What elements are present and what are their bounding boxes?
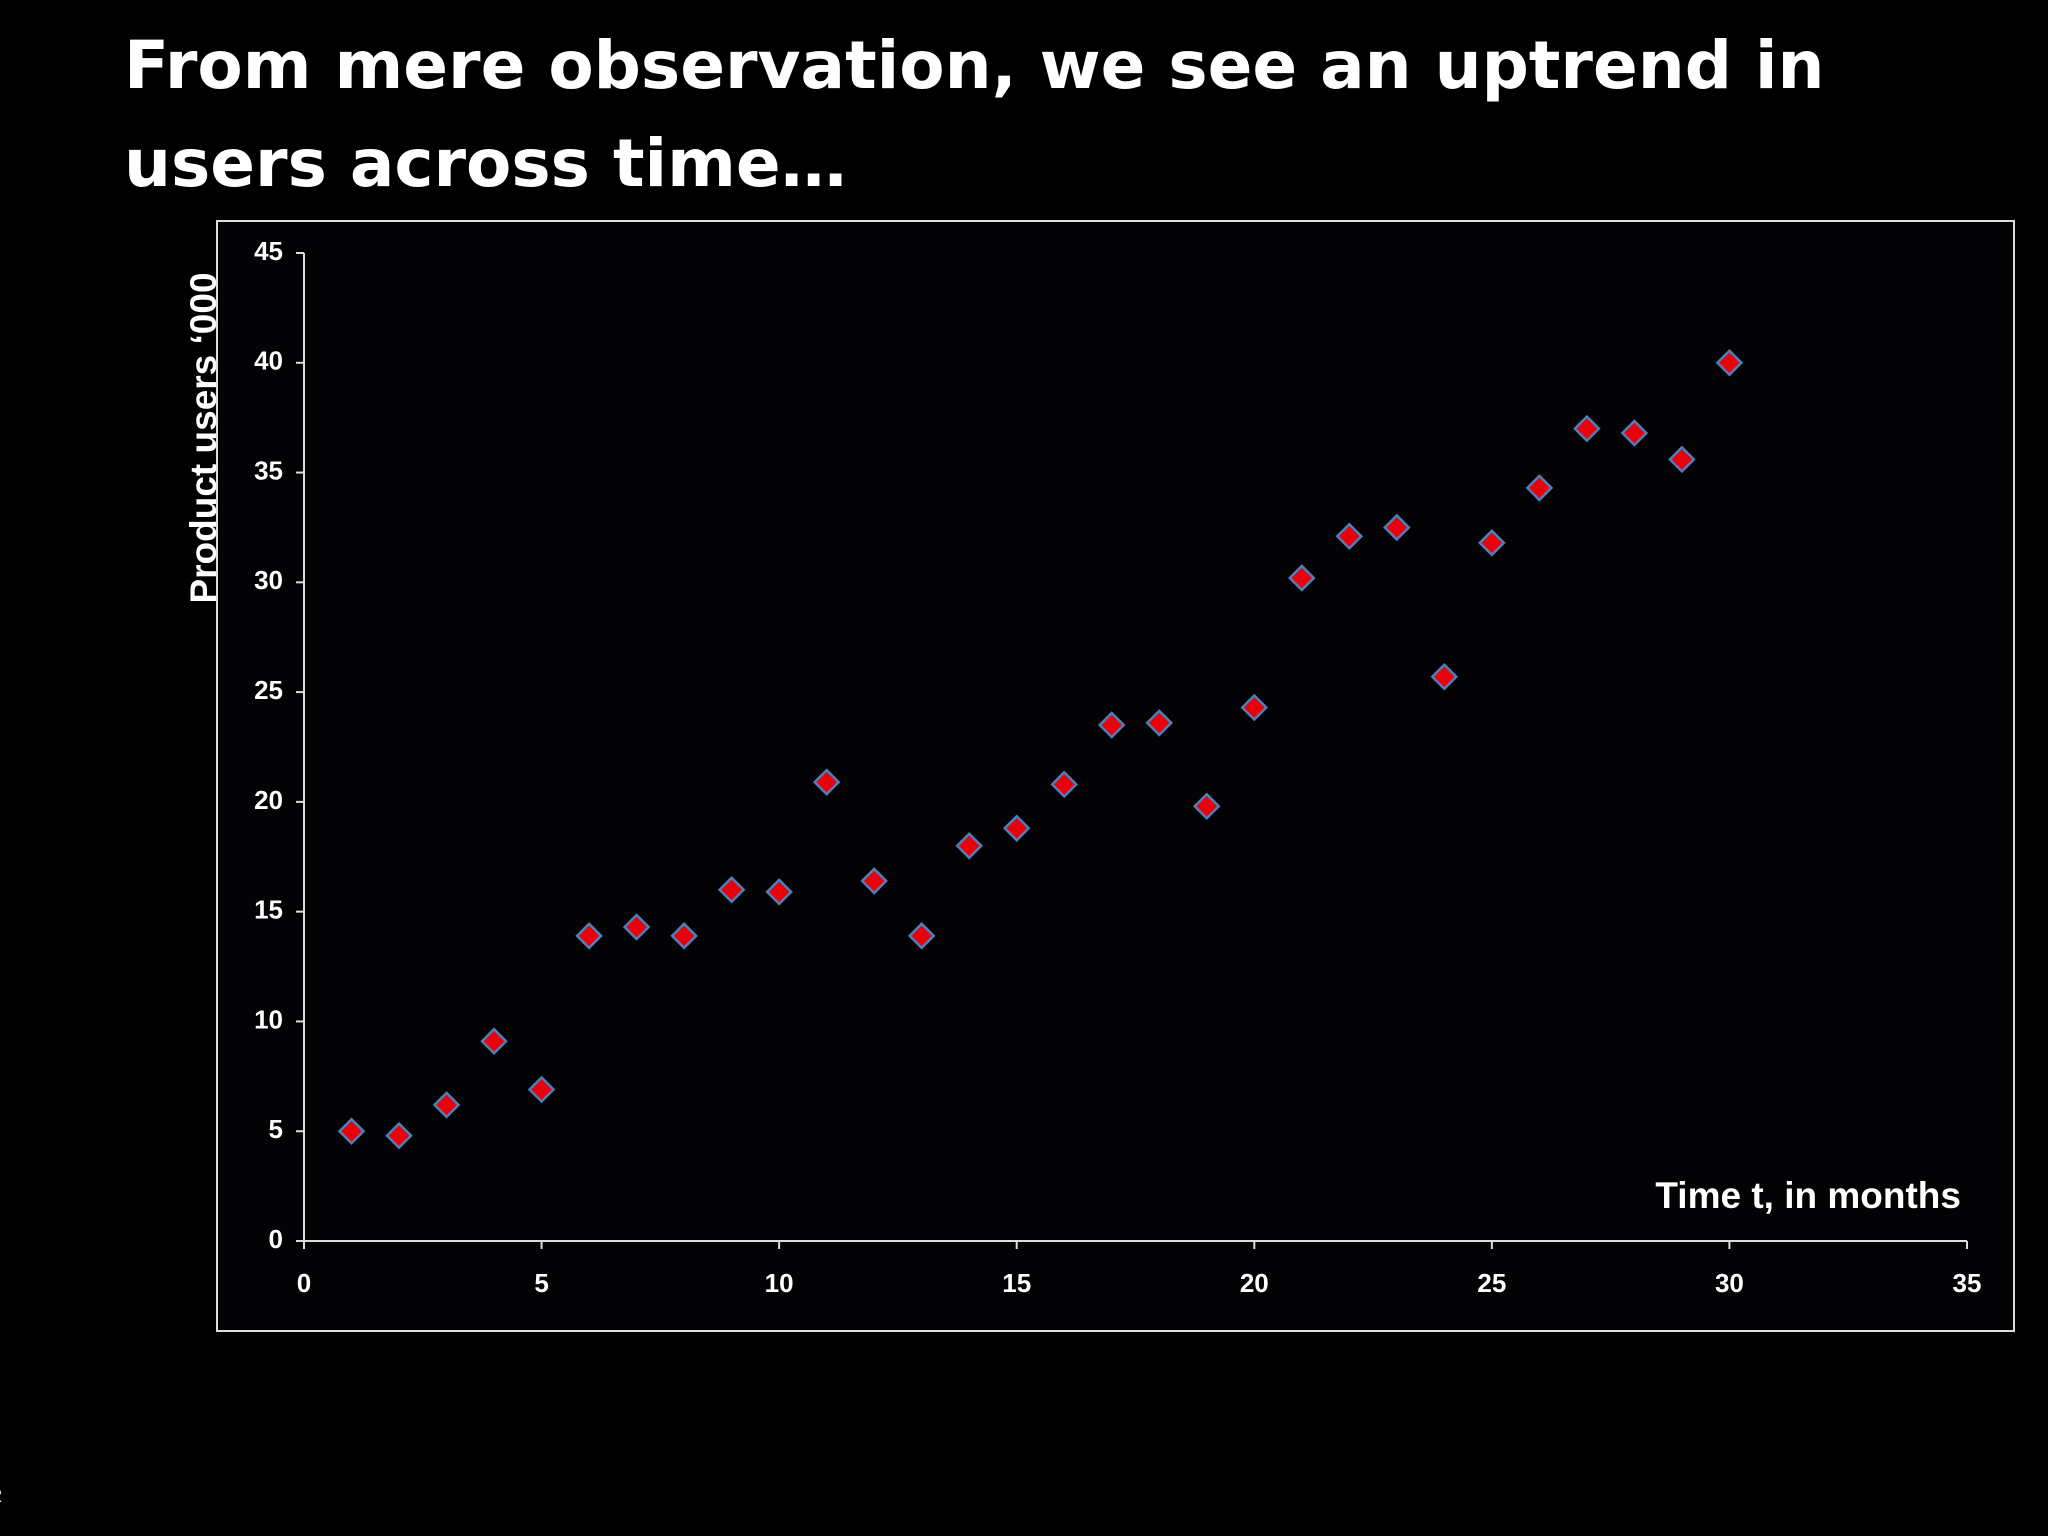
data-point	[480, 1027, 508, 1055]
y-tick-label: 40	[254, 346, 283, 376]
y-tick-label: 30	[254, 565, 283, 595]
y-axis-label: Product users ‘000	[183, 272, 224, 603]
data-point	[907, 922, 936, 950]
data-point	[385, 1121, 413, 1150]
data-point	[860, 867, 888, 895]
data-point	[1430, 662, 1459, 691]
data-point	[1240, 693, 1269, 722]
data-point	[1668, 445, 1696, 474]
data-point	[1193, 792, 1221, 821]
data-point	[1335, 522, 1364, 550]
data-point	[670, 922, 698, 950]
y-tick-label: 35	[254, 455, 283, 485]
y-tick-label: 20	[254, 785, 283, 815]
data-point	[527, 1075, 556, 1104]
x-tick-label: 35	[1953, 1268, 1982, 1298]
data-point	[1050, 770, 1078, 799]
data-point	[717, 875, 746, 904]
data-point	[1145, 709, 1174, 737]
data-point	[1478, 529, 1506, 557]
data-point	[1715, 349, 1744, 377]
y-tick-label: 45	[254, 236, 283, 266]
y-tick-label: 10	[254, 1004, 283, 1034]
x-tick-label: 20	[1240, 1268, 1269, 1298]
data-point	[1383, 513, 1411, 542]
data-point	[812, 768, 841, 796]
y-tick-label: 0	[269, 1224, 283, 1254]
x-axis-label: Time t, in months	[1655, 1175, 1961, 1216]
data-point	[1573, 414, 1601, 443]
chart-frame	[216, 220, 2015, 1332]
data-point	[1525, 474, 1554, 502]
y-tick-label: 25	[254, 675, 283, 705]
data-point	[1288, 564, 1316, 592]
data-point	[1002, 814, 1031, 843]
x-tick-label: 5	[534, 1268, 548, 1298]
data-point	[432, 1091, 461, 1119]
x-tick-label: 10	[765, 1268, 794, 1298]
x-tick-label: 15	[1002, 1268, 1031, 1298]
slide-number: 2	[0, 1486, 2, 1506]
data-point	[765, 878, 793, 906]
data-point	[1620, 419, 1649, 447]
slide-title: From mere observation, we see an uptrend…	[124, 27, 1848, 202]
x-tick-label: 30	[1715, 1268, 1744, 1298]
data-point	[1097, 711, 1126, 739]
x-tick-label: 25	[1477, 1268, 1506, 1298]
y-tick-label: 5	[269, 1114, 283, 1144]
data-point	[337, 1117, 366, 1145]
y-tick-label: 15	[254, 895, 283, 925]
x-tick-label: 0	[297, 1268, 311, 1298]
data-point	[622, 913, 651, 941]
data-point	[955, 832, 983, 860]
data-point	[575, 922, 603, 950]
